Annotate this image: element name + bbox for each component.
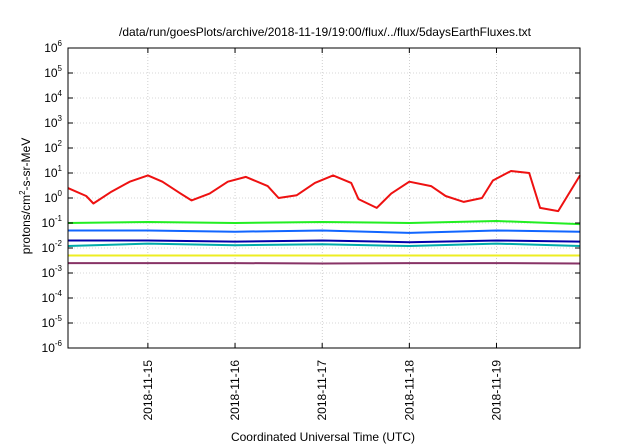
y-tick-base: 10 [42, 341, 56, 355]
series-line [67, 242, 581, 247]
y-tick-base: 10 [42, 241, 56, 255]
y-tick-exponent: 3 [58, 114, 63, 123]
y-axis-ticks: 10-610-510-410-310-210-11001011021031041… [42, 39, 580, 355]
y-tick-base: 10 [44, 66, 58, 80]
y-tick-exponent: 5 [58, 64, 63, 73]
y-axis-label-superscript: 2 [18, 190, 27, 195]
y-tick-exponent: 6 [58, 39, 63, 48]
y-tick-exponent: -3 [55, 264, 63, 273]
y-tick-base: 10 [42, 291, 56, 305]
y-axis-label-suffix: -s-sr-MeV [19, 138, 33, 191]
y-axis-label: protons/cm2-s-sr-MeV [18, 138, 33, 254]
y-tick-base: 10 [44, 116, 58, 130]
series-line [68, 239, 581, 244]
y-tick-label: 101 [44, 164, 62, 180]
x-tick-label: 2018-11-19 [489, 360, 503, 421]
x-tick-label: 2018-11-17 [315, 360, 329, 421]
y-tick-base: 10 [44, 41, 58, 55]
y-tick-label: 102 [44, 139, 62, 155]
y-tick-exponent: 1 [58, 164, 63, 173]
y-tick-label: 10-1 [42, 214, 63, 230]
y-tick-base: 10 [44, 166, 58, 180]
grid-lines [68, 48, 580, 348]
x-tick-label: 2018-11-16 [228, 360, 242, 421]
y-tick-exponent: 4 [58, 89, 63, 98]
y-tick-exponent: -6 [55, 339, 63, 348]
y-axis-label-prefix: protons/cm [19, 195, 33, 254]
y-tick-label: 105 [44, 64, 62, 80]
y-tick-label: 10-6 [42, 339, 63, 355]
y-tick-label: 10-5 [42, 314, 63, 330]
y-tick-base: 10 [44, 141, 58, 155]
y-tick-exponent: 0 [58, 189, 63, 198]
y-tick-base: 10 [44, 191, 58, 205]
y-tick-label: 10-4 [42, 289, 63, 305]
x-tick-label: 2018-11-15 [141, 360, 155, 421]
y-tick-exponent: -4 [55, 289, 63, 298]
series-line [67, 220, 581, 226]
x-axis-label: Coordinated Universal Time (UTC) [231, 430, 415, 444]
y-tick-base: 10 [42, 216, 56, 230]
series-line [67, 170, 581, 213]
y-tick-base: 10 [44, 91, 58, 105]
y-tick-label: 10-2 [42, 239, 63, 255]
y-tick-label: 10-3 [42, 264, 63, 280]
y-tick-label: 106 [44, 39, 62, 55]
chart-title: /data/run/goesPlots/archive/2018-11-19/1… [119, 25, 532, 39]
y-tick-base: 10 [42, 266, 56, 280]
y-tick-label: 103 [44, 114, 62, 130]
y-tick-base: 10 [42, 316, 56, 330]
y-tick-exponent: -2 [55, 239, 63, 248]
series-line [68, 229, 581, 234]
y-tick-label: 100 [44, 189, 62, 205]
series-lines [67, 170, 581, 265]
y-tick-exponent: -1 [55, 214, 63, 223]
x-tick-label: 2018-11-18 [402, 360, 416, 421]
x-axis-ticks: 2018-11-15 2018-11-16 2018-11-17 2018-11-18… [141, 48, 503, 421]
y-tick-exponent: 2 [58, 139, 63, 148]
y-tick-exponent: -5 [55, 314, 63, 323]
y-tick-label: 104 [44, 89, 62, 105]
